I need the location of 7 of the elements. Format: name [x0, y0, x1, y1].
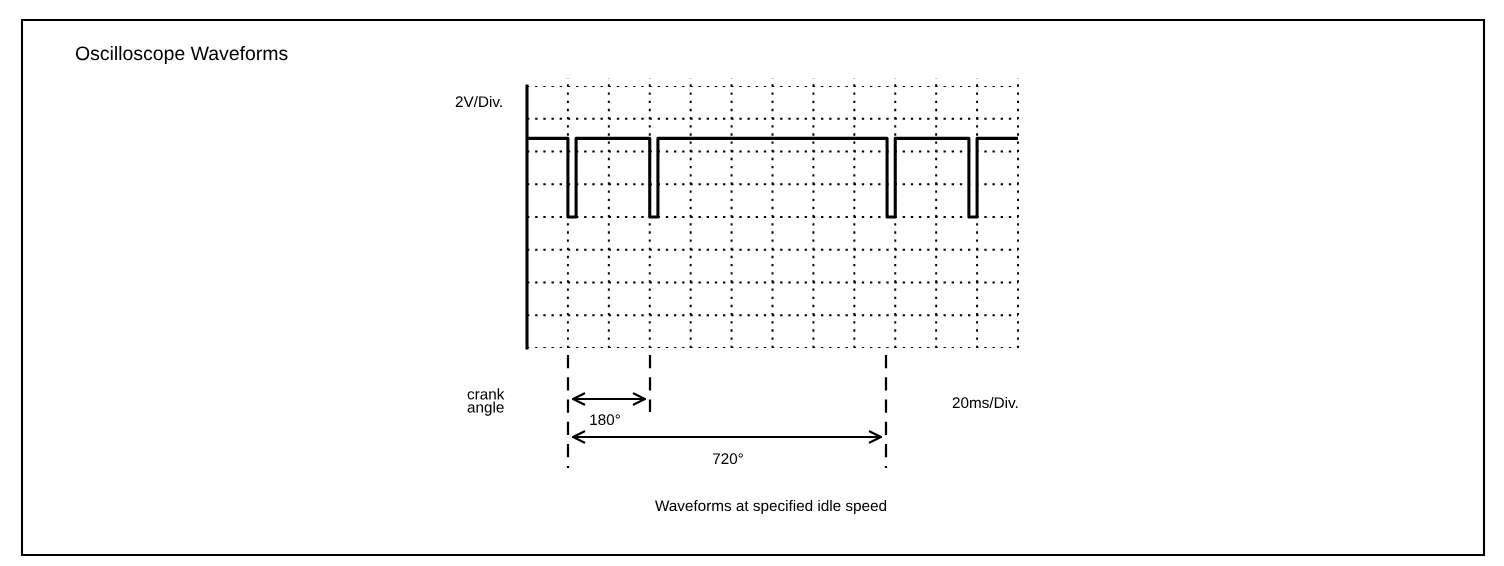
text: 720°: [712, 453, 743, 465]
text: 20ms/Div.: [952, 396, 1018, 409]
text: 2V/Div.: [455, 95, 502, 108]
text: Waveforms at specified idle speed: [655, 499, 887, 515]
text: crank angle: [467, 388, 505, 416]
text: 180°: [590, 414, 620, 426]
text: Oscilloscope Waveforms: [75, 45, 288, 65]
